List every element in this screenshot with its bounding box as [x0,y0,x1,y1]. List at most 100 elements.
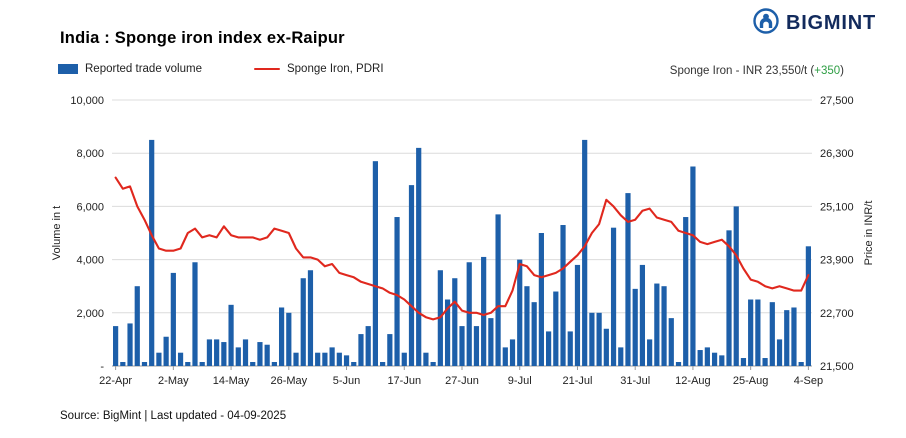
volume-bar [697,350,703,366]
x-axis-tick-label: 25-Aug [733,375,768,387]
volume-bar [329,347,335,366]
volume-bar [791,307,797,366]
right-axis-tick-label: 27,500 [820,95,854,107]
chart-legend: Reported trade volume Sponge Iron, PDRI [58,63,384,75]
volume-bar [639,264,646,366]
volume-bar [726,230,732,366]
volume-bar [769,302,775,366]
readout-prefix: Sponge Iron - INR 23,550/t ( [669,65,815,77]
volume-bar [668,318,674,366]
volume-bar [798,362,804,366]
volume-bar [163,336,169,366]
volume-bar [416,147,422,366]
volume-bar [134,286,140,366]
volume-bar [632,288,638,366]
x-axis-tick-label: 27-Jun [445,375,479,387]
volume-bar [596,312,602,366]
volume-bar [380,362,386,366]
volume-bar [293,352,299,366]
volume-bar [358,334,364,366]
right-axis-tick-label: 23,900 [820,255,854,267]
volume-bar [704,347,710,366]
volume-bar [141,362,148,366]
x-axis-tick-label: 12-Aug [675,375,710,387]
source-note: Source: BigMint | Last updated - 04-09-2… [60,410,287,422]
volume-bar [546,331,552,366]
volume-bar [654,283,660,366]
volume-bar [300,278,306,366]
volume-bar [509,339,516,366]
volume-bar [610,227,617,366]
volume-bar [553,291,559,366]
volume-bar [603,328,609,366]
page-title: India : Sponge iron index ex-Raipur [60,29,345,47]
volume-bar [719,355,725,366]
volume-bar [524,286,530,366]
volume-bar [444,299,451,366]
left-axis-tick-label: 2,000 [76,308,104,320]
volume-bar [177,352,184,366]
volume-bar [315,352,321,366]
volume-bar [343,355,350,366]
volume-bar [336,352,342,366]
volume-bar [235,347,241,366]
volume-bar [459,326,465,366]
volume-bar [278,307,285,366]
volume-bar [683,217,689,366]
readout-change: +350 [814,65,841,77]
left-axis-tick-label: 8,000 [76,148,104,160]
bigmint-logo-icon [753,8,779,39]
legend-price-label: Sponge Iron, PDRI [286,63,384,75]
volume-bar [264,344,270,366]
volume-bar [387,334,393,366]
volume-bar [149,139,155,366]
volume-bar [322,352,328,366]
volume-bar [286,312,292,366]
volume-bar [481,256,487,366]
volume-bar [531,302,537,366]
volume-bar [185,362,191,366]
volume-bar [755,299,761,366]
left-axis-tick-label: 6,000 [76,201,104,213]
volume-bar [733,206,739,366]
volume-bar [228,304,234,366]
volume-bar [495,214,501,366]
right-axis-tick-label: 26,300 [820,148,854,160]
x-axis-tick-label: 17-Jun [387,375,421,387]
volume-bar [502,347,508,366]
volume-bar [408,185,415,366]
volume-bar [560,225,566,366]
readout-suffix: ) [840,65,844,77]
right-axis-title: Price in INR/t [863,201,875,266]
volume-bar [776,339,783,366]
left-axis-tick-label: 4,000 [76,255,104,267]
right-axis-tick-label: 21,500 [820,361,854,373]
left-axis-title: Volume in t [51,206,63,260]
volume-bar [120,362,126,366]
volume-bar [192,262,198,366]
volume-bar [250,362,256,366]
volume-bar [156,352,162,366]
volume-bar [762,358,768,366]
volume-bar [127,323,133,366]
bigmint-logo: BIGMINT [753,8,876,39]
volume-bar [661,286,667,366]
volume-bar [517,259,523,366]
volume-bar [401,352,407,366]
volume-bar [257,342,263,366]
chart: - 21,500 2,000 22,700 4,000 23,900 6,000 25,100… [51,95,875,387]
volume-bar [690,166,696,366]
right-axis-tick-label: 25,100 [820,201,854,213]
x-axis-tick-label: 26-May [270,375,307,387]
volume-bar [271,362,277,366]
x-axis-tick-label: 5-Jun [333,375,361,387]
volume-bar [452,278,458,366]
volume-bar [351,362,357,366]
volume-bar [748,299,754,366]
volume-bar [170,272,176,366]
volume-bar [430,362,436,366]
volume-bar [538,233,544,366]
volume-bar [582,139,588,366]
right-axis-tick-label: 22,700 [820,308,854,320]
